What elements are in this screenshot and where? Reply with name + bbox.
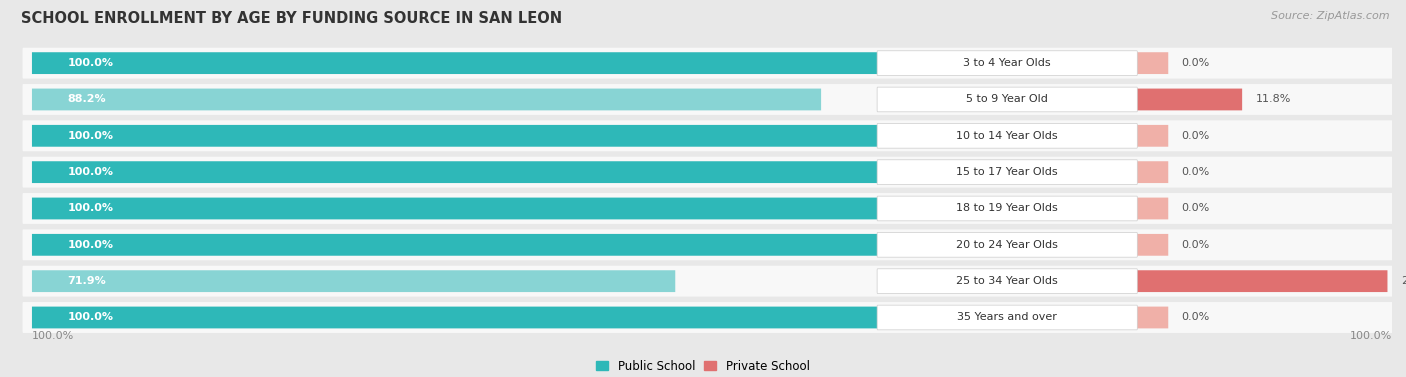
Text: 100.0%: 100.0% (67, 313, 114, 322)
FancyBboxPatch shape (1137, 161, 1168, 183)
Text: 0.0%: 0.0% (1181, 167, 1211, 177)
FancyBboxPatch shape (877, 87, 1137, 112)
Text: 88.2%: 88.2% (67, 95, 107, 104)
FancyBboxPatch shape (1137, 89, 1241, 110)
FancyBboxPatch shape (32, 270, 675, 292)
FancyBboxPatch shape (877, 269, 1137, 294)
Text: 15 to 17 Year Olds: 15 to 17 Year Olds (956, 167, 1059, 177)
Text: 71.9%: 71.9% (67, 276, 107, 286)
Text: 100.0%: 100.0% (67, 240, 114, 250)
Text: 10 to 14 Year Olds: 10 to 14 Year Olds (956, 131, 1059, 141)
FancyBboxPatch shape (877, 196, 1137, 221)
Text: 20 to 24 Year Olds: 20 to 24 Year Olds (956, 240, 1059, 250)
Text: SCHOOL ENROLLMENT BY AGE BY FUNDING SOURCE IN SAN LEON: SCHOOL ENROLLMENT BY AGE BY FUNDING SOUR… (21, 11, 562, 26)
FancyBboxPatch shape (32, 161, 927, 183)
Text: 0.0%: 0.0% (1181, 240, 1211, 250)
FancyBboxPatch shape (877, 160, 1137, 184)
FancyBboxPatch shape (1137, 307, 1168, 328)
FancyBboxPatch shape (32, 198, 927, 219)
Legend: Public School, Private School: Public School, Private School (596, 360, 810, 372)
Text: 25 to 34 Year Olds: 25 to 34 Year Olds (956, 276, 1059, 286)
FancyBboxPatch shape (877, 233, 1137, 257)
FancyBboxPatch shape (22, 157, 1392, 188)
FancyBboxPatch shape (32, 234, 927, 256)
FancyBboxPatch shape (1137, 270, 1388, 292)
Text: 28.1%: 28.1% (1400, 276, 1406, 286)
FancyBboxPatch shape (1137, 52, 1168, 74)
FancyBboxPatch shape (32, 52, 927, 74)
FancyBboxPatch shape (877, 305, 1137, 330)
FancyBboxPatch shape (32, 89, 821, 110)
Text: 100.0%: 100.0% (1350, 331, 1392, 342)
Text: 100.0%: 100.0% (67, 167, 114, 177)
FancyBboxPatch shape (32, 125, 927, 147)
FancyBboxPatch shape (22, 84, 1392, 115)
Text: 35 Years and over: 35 Years and over (957, 313, 1057, 322)
Text: Source: ZipAtlas.com: Source: ZipAtlas.com (1271, 11, 1389, 21)
FancyBboxPatch shape (22, 48, 1392, 78)
Text: 100.0%: 100.0% (67, 204, 114, 213)
Text: 5 to 9 Year Old: 5 to 9 Year Old (966, 95, 1047, 104)
Text: 0.0%: 0.0% (1181, 58, 1211, 68)
Text: 100.0%: 100.0% (67, 131, 114, 141)
Text: 100.0%: 100.0% (67, 58, 114, 68)
Text: 0.0%: 0.0% (1181, 131, 1211, 141)
Text: 3 to 4 Year Olds: 3 to 4 Year Olds (963, 58, 1052, 68)
FancyBboxPatch shape (1137, 198, 1168, 219)
FancyBboxPatch shape (1137, 125, 1168, 147)
FancyBboxPatch shape (22, 266, 1392, 297)
FancyBboxPatch shape (22, 193, 1392, 224)
Text: 0.0%: 0.0% (1181, 313, 1211, 322)
FancyBboxPatch shape (1137, 234, 1168, 256)
FancyBboxPatch shape (877, 123, 1137, 148)
Text: 18 to 19 Year Olds: 18 to 19 Year Olds (956, 204, 1059, 213)
Text: 11.8%: 11.8% (1256, 95, 1291, 104)
FancyBboxPatch shape (877, 51, 1137, 75)
Text: 0.0%: 0.0% (1181, 204, 1211, 213)
FancyBboxPatch shape (22, 120, 1392, 151)
FancyBboxPatch shape (22, 229, 1392, 260)
FancyBboxPatch shape (32, 307, 927, 328)
Text: 100.0%: 100.0% (32, 331, 75, 342)
FancyBboxPatch shape (22, 302, 1392, 333)
